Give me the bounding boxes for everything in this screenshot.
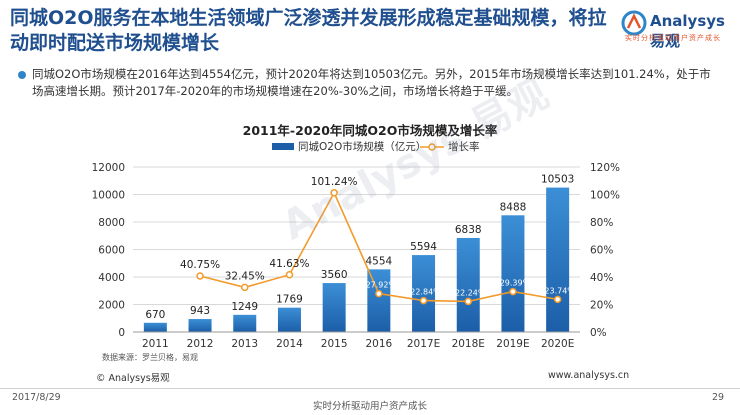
growth-rate-label: 27.92% xyxy=(366,281,397,290)
x-tick-label: 2020E xyxy=(541,338,574,350)
bar xyxy=(456,237,480,332)
chart-title: 2011年-2020年同城O2O市场规模及增长率 xyxy=(242,123,498,138)
x-tick-label: 2018E xyxy=(452,338,485,350)
brand-tagline: 实时分析驱动用户资产成长 xyxy=(625,34,721,42)
growth-rate-label: 32.45% xyxy=(225,270,265,282)
footer-divider xyxy=(0,388,740,389)
brand-name: Analysys 易观 xyxy=(650,12,725,50)
data-source: 数据来源：罗兰贝格，易观 xyxy=(102,353,198,362)
y2-tick-label: 0% xyxy=(590,327,607,339)
bar xyxy=(188,319,212,332)
growth-rate-point xyxy=(196,272,204,280)
growth-rate-label: 29.39% xyxy=(500,279,531,288)
website-link[interactable]: www.analysys.cn xyxy=(548,370,630,381)
growth-rate-label: 23.74% xyxy=(544,286,575,295)
y2-tick-label: 20% xyxy=(590,300,613,312)
bar-value-label: 10503 xyxy=(541,174,574,186)
y-tick-label: 0 xyxy=(118,327,125,339)
page-number: 29 xyxy=(712,392,725,403)
bar-value-label: 1769 xyxy=(276,294,303,306)
legend-bar-label: 同城O2O市场规模（亿元） xyxy=(298,140,426,153)
bar-value-label: 8488 xyxy=(500,201,527,213)
growth-rate-label: 40.75% xyxy=(180,259,220,271)
growth-rate-point xyxy=(553,295,562,304)
x-tick-label: 2016 xyxy=(365,338,392,350)
x-tick-label: 2014 xyxy=(276,338,303,350)
growth-rate-point xyxy=(285,271,294,279)
y2-tick-label: 80% xyxy=(590,217,613,229)
legend-line-marker xyxy=(428,143,436,151)
x-tick-label: 2013 xyxy=(231,338,258,350)
legend-bar-swatch xyxy=(272,143,294,150)
bar xyxy=(143,322,167,332)
bar-value-label: 943 xyxy=(190,305,210,317)
analysys-logo-icon xyxy=(621,10,647,36)
bullet-icon xyxy=(18,71,26,79)
legend-line-label: 增长率 xyxy=(448,140,480,153)
bar xyxy=(233,314,257,332)
growth-rate-point xyxy=(330,189,338,197)
bar xyxy=(322,283,346,332)
growth-rate-label: 101.24% xyxy=(311,176,358,188)
footer-date: 2017/8/29 xyxy=(12,392,61,403)
y-tick-label: 6000 xyxy=(98,245,125,257)
y-tick-label: 12000 xyxy=(92,162,125,174)
x-tick-label: 2017E xyxy=(407,338,440,350)
bar xyxy=(277,307,301,332)
bar-value-label: 670 xyxy=(145,309,165,321)
x-tick-label: 2011 xyxy=(142,338,169,350)
x-tick-label: 2012 xyxy=(187,338,214,350)
y-tick-label: 4000 xyxy=(98,272,125,284)
growth-rate-label: 41.63% xyxy=(269,258,309,270)
x-tick-label: 2015 xyxy=(321,338,348,350)
bar-value-label: 4554 xyxy=(365,255,392,267)
bar xyxy=(367,269,391,332)
bar-value-label: 3560 xyxy=(321,269,348,281)
y2-tick-label: 40% xyxy=(590,272,613,284)
growth-rate-point xyxy=(509,287,517,296)
growth-rate-label: 22.24% xyxy=(455,288,486,297)
growth-rate-point xyxy=(241,283,249,292)
y-tick-label: 10000 xyxy=(92,190,125,202)
bar xyxy=(546,187,570,332)
y2-tick-label: 60% xyxy=(590,245,613,257)
growth-rate-point xyxy=(419,296,428,305)
copyright: © Analysys易观 xyxy=(96,373,170,384)
footer-tagline: 实时分析驱动用户资产成长 xyxy=(312,401,427,412)
y2-tick-label: 120% xyxy=(590,162,620,174)
y-tick-label: 2000 xyxy=(98,300,125,312)
bar xyxy=(412,255,436,332)
growth-rate-point xyxy=(375,289,383,298)
page-title: 同城O2O服务在本地生活领域广泛渗透并发展形成稳定基础规模，将拉动即时配送市场规… xyxy=(10,7,607,54)
summary-text: 同城O2O市场规模在2016年达到4554亿元，预计2020年将达到10503亿… xyxy=(32,67,711,98)
x-tick-label: 2019E xyxy=(496,338,529,350)
growth-rate-point xyxy=(464,297,472,306)
y2-tick-label: 100% xyxy=(590,190,620,202)
growth-rate-label: 22.84% xyxy=(410,288,441,297)
bar-value-label: 1249 xyxy=(231,301,258,313)
bar-value-label: 5594 xyxy=(410,241,437,253)
bar xyxy=(501,215,525,332)
y-tick-label: 8000 xyxy=(98,217,125,229)
bar-value-label: 6838 xyxy=(455,224,482,236)
